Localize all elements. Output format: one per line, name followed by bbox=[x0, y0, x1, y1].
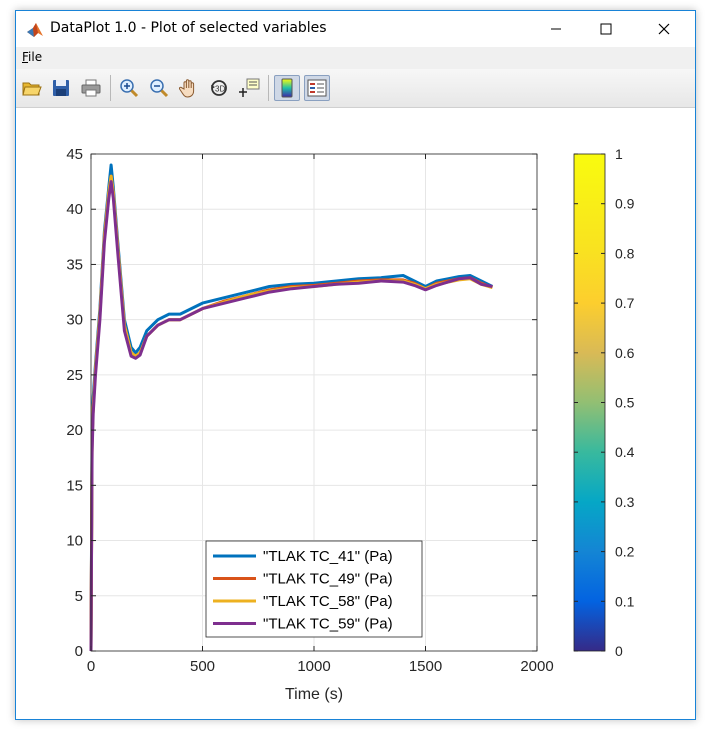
toolbar-separator bbox=[268, 75, 269, 101]
menu-file[interactable]: File bbox=[22, 50, 43, 64]
legend-icon bbox=[307, 79, 327, 97]
colorbar-tick-label: 0.9 bbox=[615, 196, 635, 212]
data-cursor-icon bbox=[239, 78, 260, 97]
x-tick-label: 2000 bbox=[520, 658, 553, 675]
y-tick-label: 25 bbox=[66, 367, 83, 384]
colorbar-tick-label: 0.6 bbox=[615, 345, 635, 361]
colorbar-button[interactable] bbox=[274, 75, 300, 101]
close-button[interactable] bbox=[641, 11, 687, 47]
minimize-button[interactable] bbox=[533, 11, 579, 47]
y-tick-label: 0 bbox=[75, 643, 83, 660]
colorbar-tick-label: 0.3 bbox=[615, 494, 635, 510]
y-tick-label: 45 bbox=[66, 146, 83, 163]
y-tick-label: 35 bbox=[66, 256, 83, 273]
legend-label: "TLAK TC_41" (Pa) bbox=[263, 548, 393, 565]
series-lines bbox=[89, 163, 494, 652]
zoom-out-icon bbox=[150, 79, 169, 98]
x-tick-label: 1500 bbox=[409, 658, 442, 675]
app-window: DataPlot 1.0 - Plot of selected variable… bbox=[15, 10, 696, 720]
maximize-icon bbox=[600, 23, 612, 35]
save-button[interactable] bbox=[48, 75, 74, 101]
svg-text:3D: 3D bbox=[215, 85, 225, 94]
minimize-icon bbox=[551, 28, 561, 30]
colorbar-tick-label: 0.2 bbox=[615, 544, 635, 560]
window-title: DataPlot 1.0 - Plot of selected variable… bbox=[50, 20, 327, 36]
y-tick-label: 5 bbox=[75, 588, 83, 605]
y-tick-label: 40 bbox=[66, 201, 83, 218]
title-bar[interactable]: DataPlot 1.0 - Plot of selected variable… bbox=[16, 11, 695, 47]
zoom-in-button[interactable] bbox=[116, 75, 142, 101]
toolbar: 3D bbox=[16, 69, 695, 108]
colorbar-tick-label: 0.4 bbox=[615, 444, 635, 460]
open-icon bbox=[22, 82, 42, 96]
x-tick-label: 500 bbox=[190, 658, 215, 675]
rotate-button[interactable]: 3D bbox=[206, 75, 232, 101]
matlab-logo-icon bbox=[27, 23, 43, 37]
open-button[interactable] bbox=[19, 75, 45, 101]
close-icon bbox=[658, 23, 670, 35]
legend-label: "TLAK TC_59" (Pa) bbox=[263, 616, 393, 633]
colorbar-tick-label: 0.5 bbox=[615, 395, 635, 411]
y-tick-label: 15 bbox=[66, 477, 83, 494]
print-icon bbox=[81, 79, 101, 97]
rotate-icon: 3D bbox=[211, 80, 227, 96]
legend-button[interactable] bbox=[304, 75, 330, 101]
colorbar-tick-label: 0.8 bbox=[615, 245, 635, 261]
series-line bbox=[89, 180, 493, 652]
colorbar-tick-label: 1 bbox=[615, 146, 623, 162]
colorbar-icon bbox=[281, 78, 293, 98]
y-tick-label: 30 bbox=[66, 312, 83, 329]
x-tick-label: 0 bbox=[87, 658, 95, 675]
legend[interactable]: "TLAK TC_41" (Pa) "TLAK TC_49" (Pa) "TLAK … bbox=[205, 540, 423, 638]
toolbar-separator bbox=[110, 75, 111, 101]
x-axis-label: Time (s) bbox=[285, 686, 343, 703]
save-icon bbox=[53, 80, 69, 96]
colorbar-tick-label: 0 bbox=[615, 643, 623, 659]
pan-icon bbox=[179, 79, 195, 98]
data-cursor-button[interactable] bbox=[236, 75, 262, 101]
axis-ticks: 0 500 1000 1500 2000 0 5 10 15 20 25 30 35 40 45 bbox=[66, 146, 553, 675]
plot-area: 0 500 1000 1500 2000 0 5 10 15 20 25 30 35 40 45 Time … bbox=[16, 108, 695, 719]
y-tick-label: 10 bbox=[66, 533, 83, 550]
x-tick-label: 1000 bbox=[297, 658, 330, 675]
maximize-button[interactable] bbox=[583, 11, 629, 47]
colorbar[interactable]: 0 0.1 0.2 0.3 0.4 0.5 0.6 0.7 0.8 0.9 1 bbox=[573, 146, 635, 659]
colorbar-tick-label: 0.7 bbox=[615, 295, 635, 311]
legend-label: "TLAK TC_49" (Pa) bbox=[263, 571, 393, 588]
zoom-out-button[interactable] bbox=[146, 75, 172, 101]
zoom-in-icon bbox=[120, 79, 139, 98]
colorbar-gradient bbox=[573, 153, 606, 652]
legend-label: "TLAK TC_58" (Pa) bbox=[263, 593, 393, 610]
menu-bar: File bbox=[16, 47, 695, 69]
pan-button[interactable] bbox=[176, 75, 202, 101]
print-button[interactable] bbox=[78, 75, 104, 101]
colorbar-tick-label: 0.1 bbox=[615, 593, 635, 609]
y-tick-label: 20 bbox=[66, 422, 83, 439]
